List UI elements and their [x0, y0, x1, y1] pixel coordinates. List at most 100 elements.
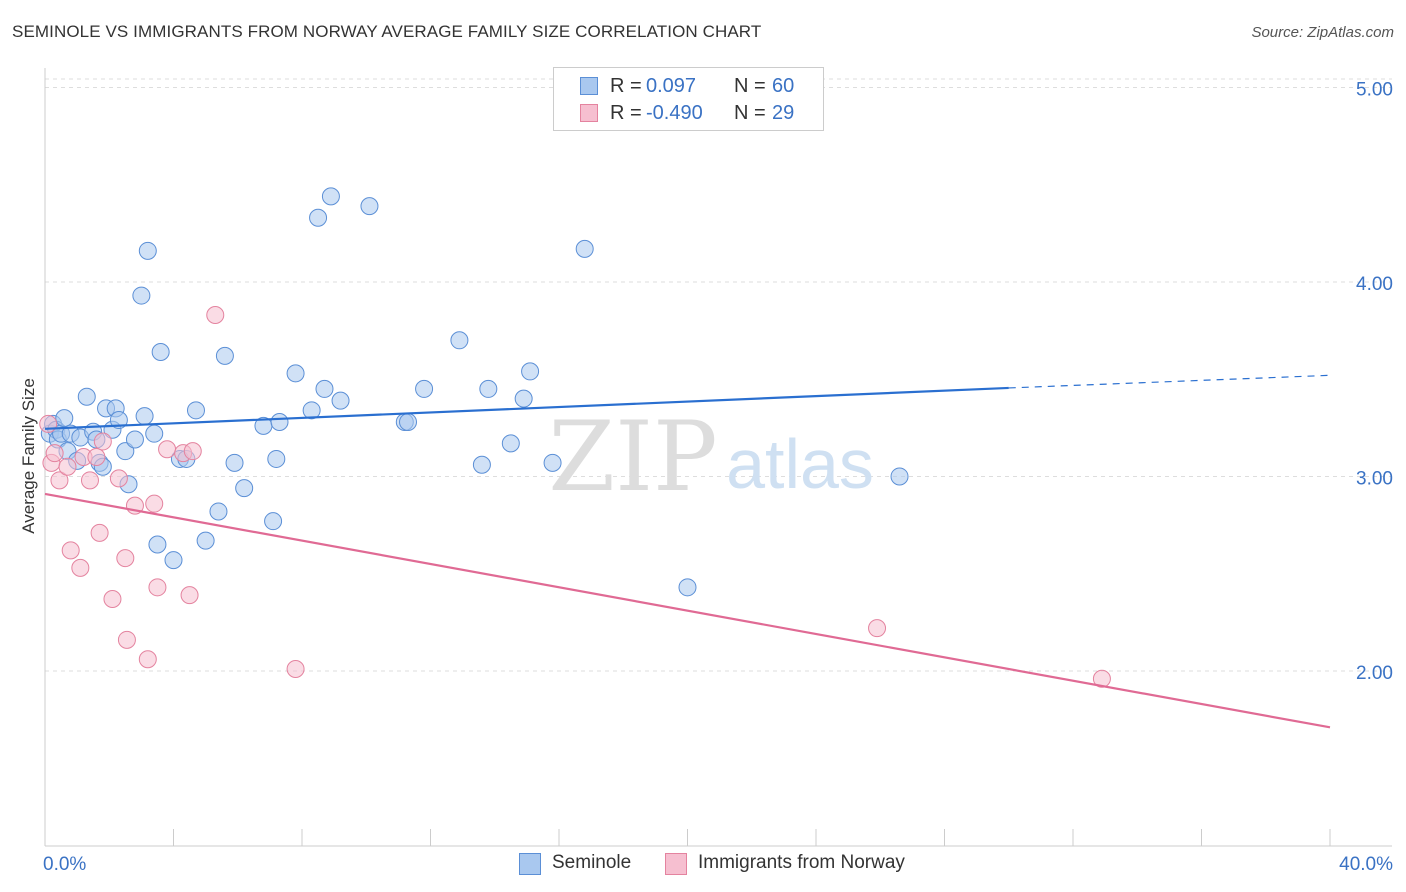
watermark: ZIP atlas — [548, 401, 874, 513]
seminole-point — [890, 467, 909, 486]
norway-trend-line — [44, 492, 1331, 729]
norway-point — [1092, 669, 1111, 688]
y-tick-label: 3.00 — [1356, 468, 1393, 489]
seminole-point — [109, 411, 128, 430]
seminole-point — [235, 479, 254, 498]
seminole-point — [264, 512, 283, 531]
seminole-point — [151, 342, 170, 361]
seminole-point — [360, 197, 379, 216]
y-tick-label: 2.00 — [1356, 663, 1393, 684]
gridlines — [45, 78, 1392, 672]
seminole-point — [309, 208, 328, 227]
y-tick-label: 4.00 — [1356, 274, 1393, 295]
norway-point — [50, 471, 69, 490]
norway-point — [286, 660, 305, 679]
norway-point — [71, 558, 90, 577]
norway-point — [138, 650, 157, 669]
seminole-point — [267, 449, 286, 468]
seminole-point — [225, 453, 244, 472]
norway-point — [58, 457, 77, 476]
norway-point — [868, 619, 887, 638]
seminole-point — [148, 535, 167, 554]
seminole-point — [543, 453, 562, 472]
norway-point — [116, 549, 135, 568]
seminole-point — [164, 551, 183, 570]
norway-point — [180, 586, 199, 605]
watermark-atlas: atlas — [726, 425, 874, 503]
norway-point — [61, 541, 80, 560]
y-axis-label: Average Family Size — [19, 378, 38, 534]
norway-point — [87, 448, 106, 466]
norway-point — [45, 444, 64, 463]
seminole-point — [77, 387, 96, 406]
r-label: R = — [610, 102, 642, 124]
legend-label-norway: Immigrants from Norway — [698, 852, 905, 873]
norway-point — [109, 469, 128, 488]
correlation-legend: R = 0.097 N = 60 R = -0.490 N = 29 — [553, 67, 824, 131]
data-points — [39, 187, 1111, 688]
seminole-trend-line — [44, 386, 1009, 430]
norway-point — [183, 442, 202, 461]
seminole-point — [315, 379, 334, 398]
seminole-point — [145, 424, 164, 443]
seminole-point — [286, 364, 305, 383]
n-label: N = — [734, 75, 766, 97]
chart-title: SEMINOLE VS IMMIGRANTS FROM NORWAY AVERA… — [12, 22, 762, 41]
seminole-point — [514, 389, 533, 408]
norway-point — [117, 630, 136, 649]
norway-legend-swatch — [665, 853, 687, 875]
y-tick-labels: 5.00 4.00 3.00 2.00 — [1356, 79, 1393, 684]
norway-point — [148, 578, 167, 597]
seminole-point — [125, 430, 144, 449]
norway-point — [93, 432, 112, 451]
watermark-zip: ZIP — [548, 401, 717, 513]
norway-swatch — [580, 104, 598, 122]
n-value: 60 — [772, 75, 795, 97]
norway-point — [80, 471, 99, 490]
seminole-point — [521, 362, 540, 381]
seminole-trend-extension — [1008, 374, 1331, 389]
seminole-point — [678, 578, 697, 597]
norway-point — [90, 523, 109, 542]
seminole-point — [138, 241, 157, 260]
source-note: Source: ZipAtlas.com — [1251, 24, 1394, 41]
r-label: R = — [610, 75, 642, 97]
seminole-point — [215, 346, 234, 365]
seminole-point — [186, 401, 205, 420]
norway-point — [39, 414, 58, 433]
seminole-point — [135, 407, 154, 426]
seminole-point — [116, 442, 135, 461]
seminole-point — [321, 187, 340, 206]
n-value: 29 — [772, 102, 795, 124]
trend-lines — [44, 374, 1331, 729]
series-legend: Seminole Immigrants from Norway — [0, 852, 1406, 878]
seminole-point — [331, 391, 350, 410]
seminole-point — [270, 412, 289, 431]
seminole-point — [479, 379, 498, 398]
seminole-point — [450, 331, 469, 350]
x-tick-labels: 0.0% 40.0% — [43, 854, 1393, 875]
seminole-point — [415, 379, 434, 398]
x-tick-label: 0.0% — [43, 854, 86, 875]
seminole-point — [501, 434, 520, 453]
seminole-point — [132, 286, 151, 305]
norway-point — [145, 494, 164, 513]
y-tick-label: 5.00 — [1356, 79, 1393, 100]
seminole-point — [575, 239, 594, 258]
seminole-point — [302, 401, 321, 420]
axes — [44, 68, 1392, 847]
n-label: N = — [734, 102, 766, 124]
r-value: -0.490 — [646, 102, 703, 124]
legend-label-seminole: Seminole — [552, 852, 632, 873]
seminole-swatch — [580, 77, 598, 95]
x-tick-label: 40.0% — [1339, 854, 1393, 875]
seminole-point — [399, 412, 418, 431]
seminole-point — [472, 455, 491, 474]
seminole-point — [196, 531, 215, 550]
norway-point — [103, 589, 122, 608]
seminole-legend-swatch — [519, 853, 541, 875]
seminole-point — [55, 409, 74, 428]
seminole-point — [209, 502, 228, 521]
norway-point — [158, 440, 177, 459]
